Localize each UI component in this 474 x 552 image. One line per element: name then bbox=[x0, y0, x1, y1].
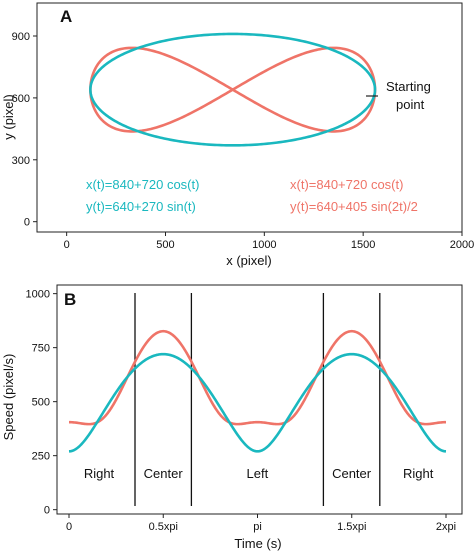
panel-a-y-ticks: 0 300 600 900 bbox=[12, 31, 37, 229]
panel-b-region-dividers bbox=[134, 293, 381, 506]
panel-b-y-ticks: 0 250 500 750 1000 bbox=[26, 289, 57, 517]
salmon-formula-x: x(t)=840+720 cos(t) bbox=[290, 177, 403, 192]
region-label-right: Right bbox=[403, 466, 434, 481]
ellipse-speed-curve bbox=[68, 352, 447, 453]
panel-b-region-labels: Right Center Left Center Right bbox=[84, 466, 434, 481]
panel-b: B 0 250 500 750 1000 0 0.5xpi pi 1.5xpi 2xpi Rig… bbox=[1, 284, 463, 551]
a-xtick-label-2: 1000 bbox=[252, 239, 276, 251]
b-ytick-label-4: 1000 bbox=[26, 289, 50, 301]
b-xtick-label-3: 1.5xpi bbox=[337, 521, 366, 533]
b-ytick-label-1: 250 bbox=[32, 451, 50, 463]
panel-b-curves bbox=[68, 329, 447, 453]
panel-a-x-axis-title: x (pixel) bbox=[226, 253, 272, 268]
a-ytick-label-2: 600 bbox=[12, 93, 30, 105]
figure-eight-trajectory bbox=[89, 46, 377, 133]
panel-b-x-axis-title: Time (s) bbox=[234, 536, 281, 551]
panel-b-x-ticks: 0 0.5xpi pi 1.5xpi 2xpi bbox=[66, 514, 456, 533]
a-ytick-label-3: 900 bbox=[12, 31, 30, 43]
panel-b-letter: B bbox=[64, 290, 76, 309]
panel-a-plot-area bbox=[36, 2, 463, 233]
a-xtick-label-4: 2000 bbox=[450, 239, 474, 251]
region-label-center: Center bbox=[144, 466, 184, 481]
b-xtick-label-2: pi bbox=[253, 521, 262, 533]
panel-a-x-ticks: 0 500 1000 1500 2000 bbox=[64, 232, 474, 251]
region-label-right: Right bbox=[84, 466, 115, 481]
region-label-center: Center bbox=[332, 466, 372, 481]
b-ytick-label-3: 750 bbox=[32, 343, 50, 355]
b-xtick-label-1: 0.5xpi bbox=[149, 521, 178, 533]
panel-a-letter: A bbox=[60, 7, 72, 26]
a-ytick-label-1: 300 bbox=[12, 155, 30, 167]
ellipse-trajectory bbox=[89, 32, 377, 147]
panel-a-y-axis-title: y (pixel) bbox=[1, 94, 16, 140]
region-label-left: Left bbox=[247, 466, 269, 481]
b-ytick-label-2: 500 bbox=[32, 397, 50, 409]
figure-eight-speed-curve bbox=[68, 329, 447, 426]
panel-a: A 0 300 600 900 0 500 1000 1500 2000 Starting p… bbox=[1, 2, 474, 268]
teal-formula-y: y(t)=640+270 sin(t) bbox=[86, 199, 196, 214]
b-xtick-label-0: 0 bbox=[66, 521, 72, 533]
starting-point-label-2: point bbox=[396, 97, 425, 112]
a-xtick-label-1: 500 bbox=[156, 239, 174, 251]
teal-formula-x: x(t)=840+720 cos(t) bbox=[86, 177, 199, 192]
panel-b-y-axis-title: Speed (pixel/s) bbox=[1, 354, 16, 441]
a-ytick-label-0: 0 bbox=[24, 217, 30, 229]
starting-point-label-1: Starting bbox=[386, 79, 431, 94]
panel-b-plot-area bbox=[56, 284, 463, 515]
salmon-formula-y: y(t)=640+405 sin(2t)/2 bbox=[290, 199, 418, 214]
a-xtick-label-0: 0 bbox=[64, 239, 70, 251]
panel-a-curves bbox=[89, 32, 377, 147]
b-xtick-label-4: 2xpi bbox=[436, 521, 456, 533]
a-xtick-label-3: 1500 bbox=[351, 239, 375, 251]
b-ytick-label-0: 0 bbox=[44, 505, 50, 517]
